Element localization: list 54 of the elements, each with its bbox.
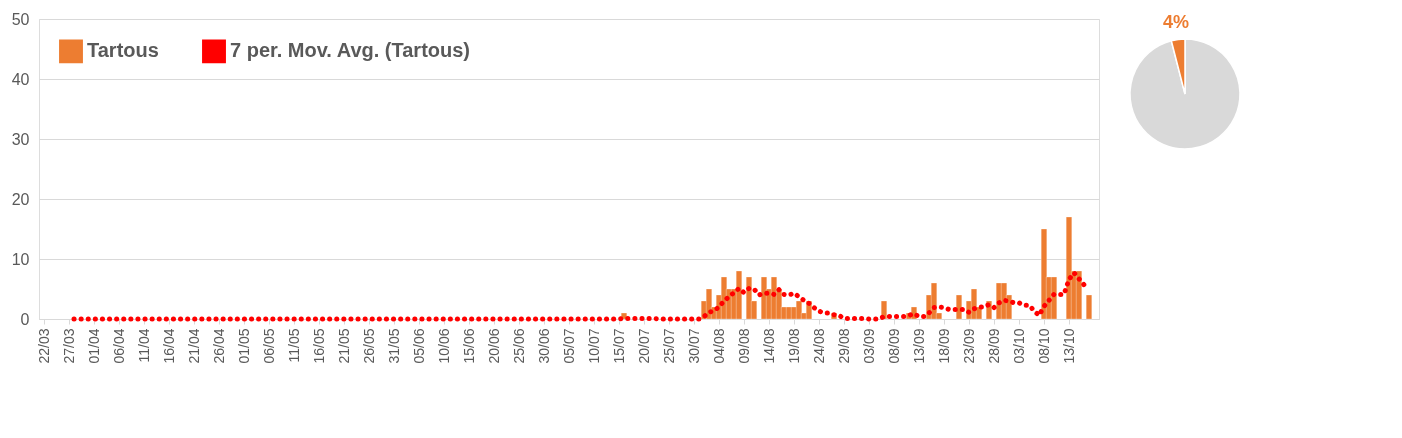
x-tick-label: 19/08 xyxy=(785,328,802,364)
x-tick-label: 28/09 xyxy=(985,328,1002,364)
x-tick-label: 15/07 xyxy=(610,328,627,364)
x-tick-label: 24/08 xyxy=(810,328,827,364)
x-tick-label: 16/05 xyxy=(310,328,327,364)
y-tick-label: 30 xyxy=(11,130,30,148)
y-tick-label: 0 xyxy=(20,310,30,328)
x-tick-label: 06/05 xyxy=(260,328,277,364)
x-tick-label: 08/09 xyxy=(885,328,902,364)
x-tick-label: 05/06 xyxy=(410,328,427,364)
x-tick-label: 29/08 xyxy=(835,328,852,364)
legend-label: 7 per. Mov. Avg. (Tartous) xyxy=(230,39,471,62)
x-tick-label: 30/07 xyxy=(685,328,702,364)
x-tick-label: 27/03 xyxy=(60,328,77,364)
x-tick-label: 21/05 xyxy=(335,328,352,364)
x-tick-label: 10/06 xyxy=(435,328,452,364)
y-tick-label: 10 xyxy=(11,250,30,268)
x-tick-label: 23/09 xyxy=(960,328,977,364)
x-tick-label: 03/10 xyxy=(1010,328,1027,364)
legend-label: Tartous xyxy=(87,39,159,62)
x-tick-label: 13/10 xyxy=(1060,328,1077,364)
x-tick-label: 05/07 xyxy=(560,328,577,364)
y-tick-label: 50 xyxy=(11,10,30,28)
x-tick-label: 26/04 xyxy=(210,328,227,364)
x-tick-label: 16/04 xyxy=(160,328,177,364)
x-tick-label: 11/04 xyxy=(135,328,152,363)
x-tick-label: 13/09 xyxy=(910,328,927,364)
x-tick-label: 08/10 xyxy=(1035,328,1052,364)
pie-slice xyxy=(1129,38,1241,150)
x-tick-label: 22/03 xyxy=(35,328,52,364)
x-tick-label: 25/07 xyxy=(660,328,677,364)
x-tick-label: 06/04 xyxy=(110,328,127,364)
x-tick-label: 26/05 xyxy=(360,328,377,364)
x-tick-label: 21/04 xyxy=(185,328,202,364)
x-tick-label: 01/05 xyxy=(235,328,252,364)
bar xyxy=(1041,228,1047,320)
x-tick-label: 20/07 xyxy=(635,328,652,364)
x-tick-label: 15/06 xyxy=(460,328,477,364)
x-tick-label: 09/08 xyxy=(735,328,752,364)
x-tick-label: 18/09 xyxy=(935,328,952,364)
x-tick-label: 10/07 xyxy=(585,328,602,364)
x-tick-label: 14/08 xyxy=(760,328,777,364)
x-tick-label: 11/05 xyxy=(285,328,302,363)
x-tick-label: 31/05 xyxy=(385,328,402,364)
y-tick-label: 40 xyxy=(11,70,30,88)
x-tick-label: 25/06 xyxy=(510,328,527,364)
x-tick-label: 03/09 xyxy=(860,328,877,364)
y-tick-label: 20 xyxy=(11,190,30,208)
x-tick-label: 30/06 xyxy=(535,328,552,364)
x-tick-label: 20/06 xyxy=(485,328,502,364)
bar xyxy=(1086,294,1092,320)
x-tick-label: 04/08 xyxy=(710,328,727,364)
data-label: 4% xyxy=(1162,11,1189,32)
x-tick-label: 01/04 xyxy=(85,328,102,364)
